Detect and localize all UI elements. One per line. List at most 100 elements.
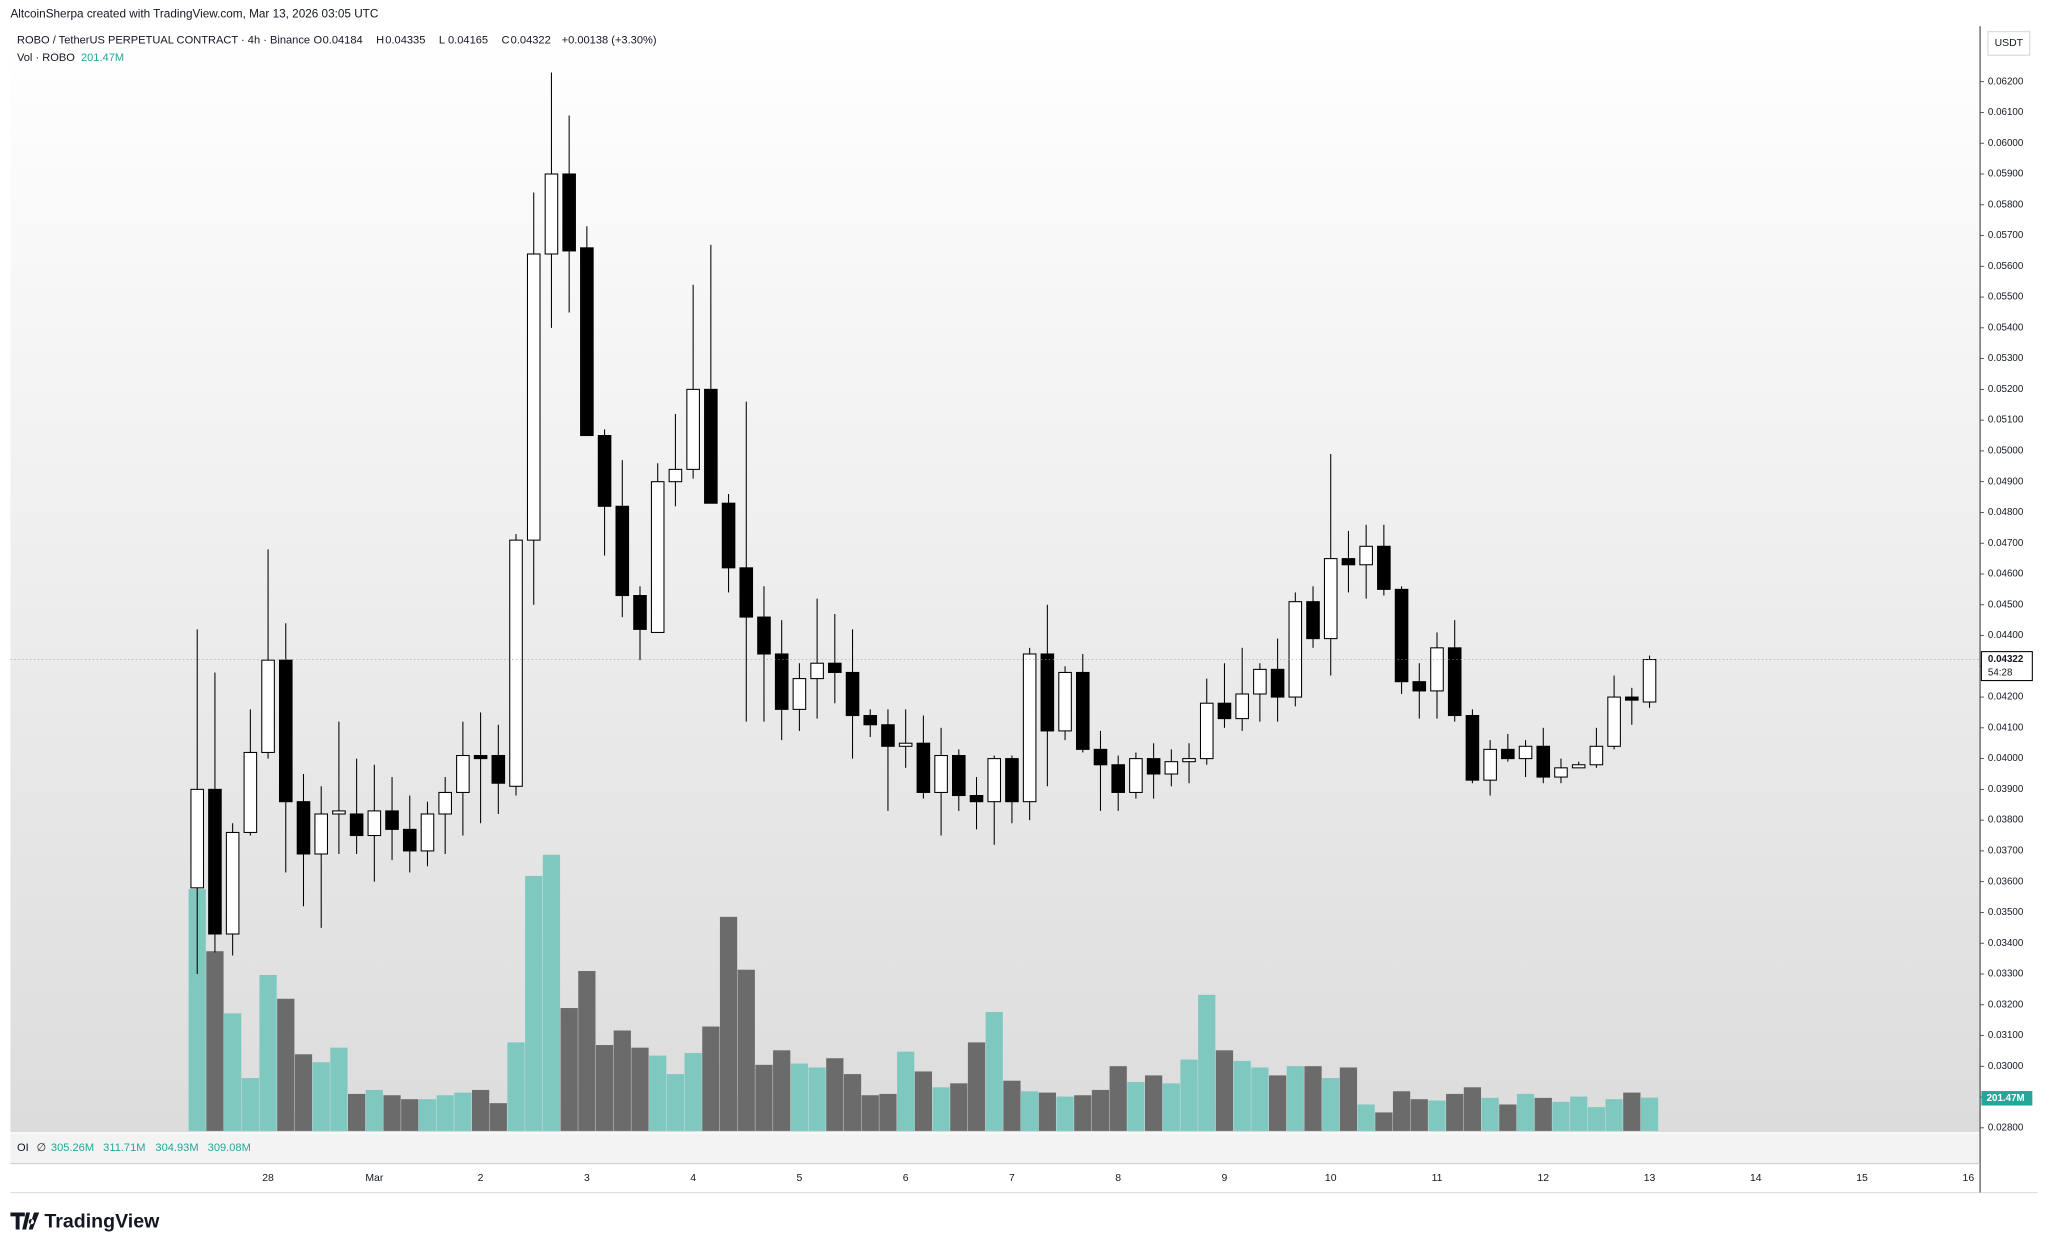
candle-body (1341, 558, 1356, 566)
candle-body (881, 724, 895, 747)
volume-bar (1215, 1050, 1234, 1131)
volume-bar (702, 1026, 720, 1131)
legend-key: L (439, 35, 445, 47)
x-tick-label: 16 (1963, 1173, 1975, 1184)
volume-bar (1268, 1075, 1287, 1131)
volume-bar (1074, 1095, 1092, 1131)
logo: TradingView (10, 1210, 160, 1233)
y-tick-label: 0.04000 (1988, 753, 2024, 764)
candle-body (1022, 653, 1037, 803)
x-tick-label: 3 (584, 1173, 590, 1184)
volume-bar (1499, 1104, 1517, 1131)
candle-body (1075, 671, 1090, 750)
logo-icon (10, 1212, 40, 1230)
candle-body (704, 388, 718, 504)
volume-bar (826, 1058, 844, 1131)
candle-body (314, 813, 328, 855)
volume-bar (1304, 1066, 1322, 1131)
volume-bar (1003, 1080, 1021, 1131)
candle-body (1199, 702, 1214, 760)
candle-body (509, 539, 523, 787)
y-tick-label: 0.03600 (1988, 876, 2024, 887)
y-tick-label: 0.06000 (1988, 138, 2024, 149)
candle-body (385, 810, 399, 830)
y-tick-label: 0.05800 (1988, 199, 2024, 210)
y-tick-label: 0.03200 (1988, 999, 2024, 1010)
candle-body (792, 678, 807, 710)
candle-body (1518, 745, 1533, 760)
volume-bar (1233, 1060, 1251, 1131)
volume-bar (1640, 1097, 1659, 1131)
volume-bar (1357, 1104, 1375, 1131)
volume-bar (666, 1074, 685, 1131)
candle-body (1253, 668, 1267, 695)
x-tick-label: 5 (796, 1173, 802, 1184)
candle-body (1536, 745, 1551, 778)
unit-box (1987, 30, 2031, 56)
volume-bar (188, 889, 206, 1131)
candle-body (668, 468, 683, 483)
candle-body (1607, 696, 1621, 747)
oi-pane (10, 1133, 1981, 1164)
x-tick-label: 28 (262, 1173, 274, 1184)
volume-bar (719, 916, 738, 1131)
y-tick-label: 0.05700 (1988, 230, 2024, 241)
candle-body (916, 742, 931, 793)
y-tick-label: 0.04100 (1988, 722, 2024, 733)
candle-body (456, 755, 470, 793)
candle-body (987, 758, 1002, 803)
candle-body (650, 481, 665, 633)
y-tick-label: 0.06200 (1988, 76, 2024, 87)
y-tick-label: 0.03500 (1988, 907, 2024, 918)
candle-body (828, 662, 842, 673)
volume-bar (507, 1042, 525, 1131)
volume-bar (401, 1099, 419, 1131)
last-price-label: 0.04322 (1988, 654, 2024, 665)
candle-body (1554, 767, 1568, 778)
legend-value: 0.04335 (385, 35, 425, 47)
volume-bar (1623, 1092, 1641, 1131)
candle-body (1129, 758, 1143, 793)
candle-body (1359, 545, 1373, 566)
candle-body (1377, 545, 1391, 590)
x-tick-label: 9 (1222, 1173, 1228, 1184)
volume-bar (1286, 1066, 1304, 1131)
candle-body (845, 671, 860, 717)
candle-body (757, 616, 771, 655)
y-tick-label: 0.05900 (1988, 169, 2024, 180)
candle-body (526, 253, 541, 541)
volume-bar (241, 1078, 259, 1131)
y-tick-label: 0.06100 (1988, 107, 2024, 118)
volume-bar (879, 1093, 897, 1131)
x-tick-label: 12 (1537, 1173, 1549, 1184)
volume-bar (1605, 1099, 1623, 1131)
volume-bar (773, 1050, 791, 1131)
volume-bar (897, 1051, 915, 1131)
volume-bar (967, 1042, 986, 1131)
volume-bar (932, 1087, 950, 1131)
candle-body (438, 791, 452, 815)
candle-body (1430, 647, 1444, 692)
candle-body (810, 662, 824, 680)
candle-body (1394, 588, 1409, 683)
volume-bar (560, 1008, 578, 1131)
y-tick-label: 0.03700 (1988, 845, 2024, 856)
y-tick-label: 0.05400 (1988, 322, 2024, 333)
volume-bar (595, 1045, 614, 1131)
volume-bar (294, 1054, 313, 1131)
candle-body (633, 595, 647, 630)
countdown: 54:28 (1988, 667, 2013, 678)
candle-body (225, 831, 240, 935)
candle-body (721, 502, 736, 569)
x-tick-label: 10 (1325, 1173, 1337, 1184)
volume-bar (259, 974, 277, 1131)
y-tick-label: 0.05600 (1988, 261, 2024, 272)
y-tick-label: 0.04400 (1988, 630, 2024, 641)
candle-body (1217, 702, 1232, 720)
volume-bar (489, 1103, 507, 1131)
y-tick-label: 0.02800 (1988, 1122, 2024, 1133)
candle-body (1412, 681, 1427, 692)
volume-bar (1038, 1092, 1056, 1131)
volume-value-box (1981, 1091, 2033, 1106)
candle-body (473, 755, 488, 760)
